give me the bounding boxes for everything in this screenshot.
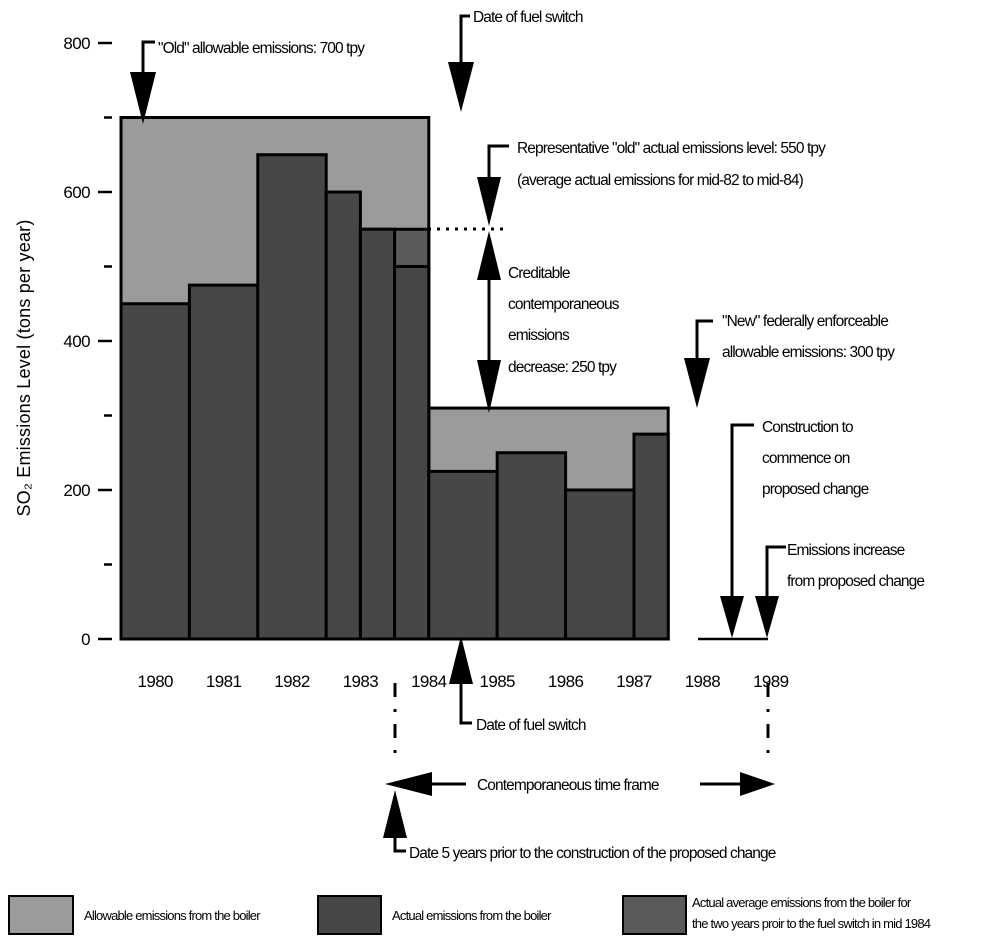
actual-emissions-bar-4 xyxy=(358,227,397,641)
actual-emissions-bar-9 xyxy=(632,432,670,641)
y-tick-label-0: 0 xyxy=(81,630,90,649)
legend-swatch-actual xyxy=(317,895,382,935)
representative-label-2: (average actual emissions for mid-82 to … xyxy=(517,172,804,189)
old-allowable-arrow xyxy=(141,40,155,72)
fuel-switch-top-arrow xyxy=(459,14,470,62)
actual-emissions-bar-2 xyxy=(256,153,328,641)
y-tick-label-200: 200 xyxy=(63,481,90,500)
legend-swatch-average xyxy=(622,895,687,935)
x-tick-label-1986: 1986 xyxy=(548,672,584,691)
timeframe-arrowhead-left xyxy=(385,772,432,796)
new-allowable-arrowhead xyxy=(684,358,710,408)
construction-label-2: commence on xyxy=(762,450,850,467)
y-tick-label-400: 400 xyxy=(63,332,90,351)
increase-label-2: from proposed change xyxy=(787,573,924,590)
five-years-arrow xyxy=(393,836,406,853)
actual-emissions-bar-3 xyxy=(324,190,362,641)
x-tick-label-1989: 1989 xyxy=(753,672,789,691)
actual-emissions-bar-7 xyxy=(495,451,568,641)
representative-label-1: Representative "old" actual emissions le… xyxy=(517,140,826,157)
legend-label-average-1: Actual average emissions from the boiler… xyxy=(692,895,912,910)
actual-emissions-bar-1 xyxy=(187,283,260,641)
timeframe-arrowhead-right xyxy=(740,772,775,796)
x-tick-label-1987: 1987 xyxy=(616,672,652,691)
creditable-label-3: emissions xyxy=(508,327,570,344)
legend-swatch-allowable xyxy=(8,895,74,935)
construction-label-3: proposed change xyxy=(762,481,869,498)
creditable-label-1: Creditable xyxy=(508,265,570,282)
x-tick-label-1988: 1988 xyxy=(685,672,721,691)
old-allowable-label: "Old" allowable emissions: 700 tpy xyxy=(158,40,365,57)
actual-emissions-layer xyxy=(119,153,670,641)
increase-arrow xyxy=(765,545,786,596)
five-years-label: Date 5 years prior to the construction o… xyxy=(409,845,776,862)
creditable-label-4: decrease: 250 tpy xyxy=(508,359,617,376)
fuel-switch-bottom-label: Date of fuel switch xyxy=(476,717,586,734)
actual-emissions-bar-6 xyxy=(427,469,499,641)
legend-label-average-2: the two years proir to the fuel switch i… xyxy=(692,916,931,931)
y-tick-label-800: 800 xyxy=(63,34,90,53)
construction-arrow xyxy=(730,423,754,596)
representative-arrowhead-down xyxy=(477,177,501,226)
new-allowable-arrow xyxy=(695,319,713,358)
construction-arrowhead xyxy=(720,596,744,638)
new-allowable-label-1: "New" federally enforceable xyxy=(722,313,888,330)
x-tick-label-1983: 1983 xyxy=(343,672,379,691)
creditable-arrowhead-down xyxy=(477,360,501,413)
creditable-arrowhead-up xyxy=(477,231,501,280)
fuel-switch-bottom-arrow xyxy=(459,682,472,725)
y-tick-label-600: 600 xyxy=(63,183,90,202)
increase-arrowhead xyxy=(755,596,779,638)
representative-arrow xyxy=(487,144,509,177)
fuel-switch-top-label: Date of fuel switch xyxy=(473,9,583,26)
x-tick-label-1984: 1984 xyxy=(411,672,447,691)
x-axis-tick-labels: 1980 1981 1982 1983 1984 1985 1986 1987 1988 1989 xyxy=(137,672,789,691)
actual-emissions-bar-8 xyxy=(564,488,636,641)
fuel-switch-top-arrowhead xyxy=(448,62,474,112)
y-axis-ticks: 0 200 400 600 800 xyxy=(63,34,112,649)
fuel-switch-bottom-arrowhead xyxy=(449,636,473,684)
five-years-arrowhead xyxy=(383,790,407,838)
x-tick-label-1982: 1982 xyxy=(274,672,310,691)
construction-label-1: Construction to xyxy=(762,419,853,436)
x-tick-label-1980: 1980 xyxy=(137,672,173,691)
increase-label-1: Emissions increase xyxy=(787,542,905,559)
timeframe-label: Contemporaneous time frame xyxy=(477,777,659,794)
y-axis-label: SO₂ Emissions Level (tons per year) xyxy=(14,219,34,516)
new-allowable-label-2: allowable emissions: 300 tpy xyxy=(722,344,895,361)
creditable-label-2: contemporaneous xyxy=(508,296,620,313)
x-tick-label-1981: 1981 xyxy=(206,672,242,691)
legend-label-actual: Actual emissions from the boiler xyxy=(392,908,552,923)
legend-label-allowable: Allowable emissions from the boiler xyxy=(84,908,261,923)
x-tick-label-1985: 1985 xyxy=(479,672,515,691)
actual-emissions-bar-5 xyxy=(393,265,431,641)
actual-emissions-bar-0 xyxy=(119,302,191,641)
old-allowable-arrowhead xyxy=(130,72,156,124)
